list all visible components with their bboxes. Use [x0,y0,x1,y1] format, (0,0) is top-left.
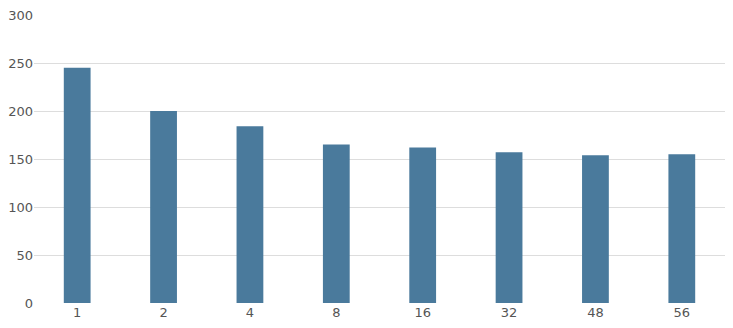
svg-text:250: 250 [8,56,33,71]
svg-text:1: 1 [73,305,81,320]
svg-text:200: 200 [8,104,33,119]
svg-text:16: 16 [414,305,431,320]
svg-text:2: 2 [159,305,167,320]
svg-text:8: 8 [332,305,340,320]
svg-text:100: 100 [8,200,33,215]
svg-text:4: 4 [246,305,254,320]
svg-text:56: 56 [674,305,691,320]
svg-text:32: 32 [501,305,518,320]
svg-text:300: 300 [8,8,33,23]
svg-text:48: 48 [587,305,604,320]
svg-text:50: 50 [16,248,33,263]
svg-text:0: 0 [25,296,33,311]
svg-text:150: 150 [8,152,33,167]
